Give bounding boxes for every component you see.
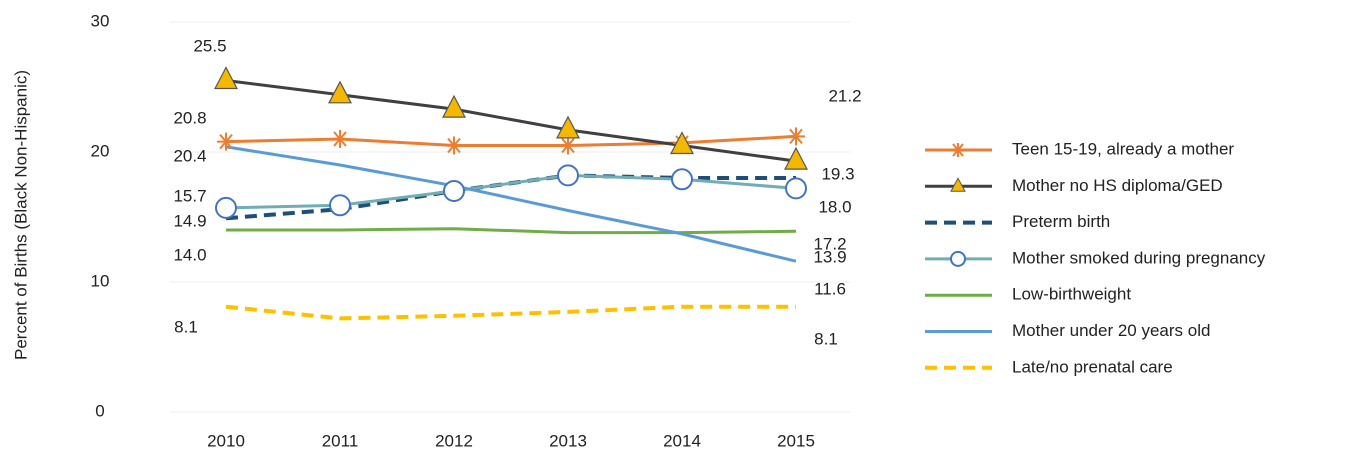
marker (215, 196, 237, 219)
legend-label: Low-birthweight (1012, 285, 1131, 304)
data-label: 20.4 (173, 146, 206, 165)
series-line (225, 134, 797, 147)
series-line (225, 304, 796, 321)
marker (331, 130, 349, 148)
marker (557, 164, 579, 187)
x-tick-label: 2011 (322, 431, 359, 450)
legend-marker (950, 177, 966, 192)
marker (214, 66, 238, 90)
data-label: 21.2 (828, 86, 861, 105)
y-tick-label: 10 (91, 271, 110, 290)
y-axis-title: Percent of Births (Black Non-Hispanic) (11, 70, 30, 360)
data-label: 20.8 (173, 108, 206, 127)
marker (556, 115, 580, 139)
data-label: 17.2 (813, 234, 846, 253)
x-tick-label: 2014 (663, 431, 701, 450)
data-label: 15.7 (173, 186, 206, 205)
series-line (225, 173, 797, 210)
legend-marker (950, 250, 966, 267)
marker (217, 132, 235, 151)
data-label: 11.6 (814, 279, 846, 298)
data-label: 8.1 (174, 317, 198, 336)
data-label: 14.0 (173, 245, 206, 264)
legend-label: Teen 15-19, already a mother (1012, 139, 1234, 158)
legend-label: Late/no prenatal care (1012, 357, 1173, 376)
data-label: 8.1 (814, 329, 838, 348)
data-label: 18.0 (818, 197, 851, 216)
marker (445, 136, 463, 155)
y-tick-label: 20 (91, 141, 110, 160)
series-line (225, 79, 797, 163)
legend-label: Mother smoked during pregnancy (1012, 248, 1266, 267)
legend-label: Mother under 20 years old (1012, 321, 1210, 340)
data-label: 19.3 (821, 164, 854, 183)
marker (785, 177, 807, 200)
marker (787, 127, 805, 146)
y-tick-label: 30 (91, 11, 110, 30)
marker (328, 80, 352, 104)
x-tick-label: 2013 (549, 431, 587, 450)
marker (329, 194, 351, 217)
marker (559, 136, 577, 155)
data-label: 13.9 (813, 247, 846, 266)
legend-label: Preterm birth (1012, 212, 1110, 231)
marker (671, 168, 693, 191)
data-label: 25.5 (193, 36, 226, 55)
legend-label: Mother no HS diploma/GED (1012, 176, 1223, 195)
x-tick-label: 2010 (207, 431, 245, 450)
marker (443, 180, 465, 202)
x-tick-label: 2012 (435, 431, 473, 450)
marker (670, 131, 694, 155)
marker (784, 146, 808, 170)
marker (442, 94, 466, 118)
legend-marker (951, 143, 965, 157)
series-line (226, 227, 797, 235)
x-tick-label: 2015 (777, 431, 815, 450)
data-label: 14.9 (173, 211, 206, 230)
series-line (225, 145, 797, 263)
y-tick-label: 0 (95, 401, 104, 420)
